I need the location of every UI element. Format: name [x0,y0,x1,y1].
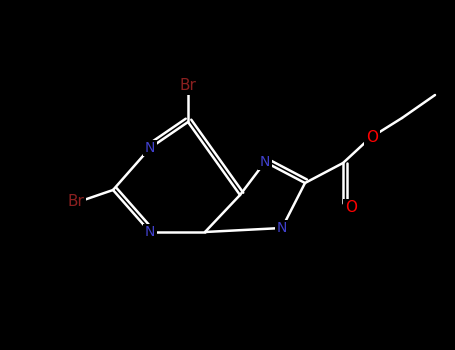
Text: Br: Br [180,78,197,93]
Text: O: O [345,201,357,216]
Text: O: O [366,131,378,146]
Text: N: N [145,225,155,239]
Text: N: N [145,141,155,155]
Text: N: N [260,155,270,169]
Text: N: N [277,221,287,235]
Text: Br: Br [67,195,85,210]
